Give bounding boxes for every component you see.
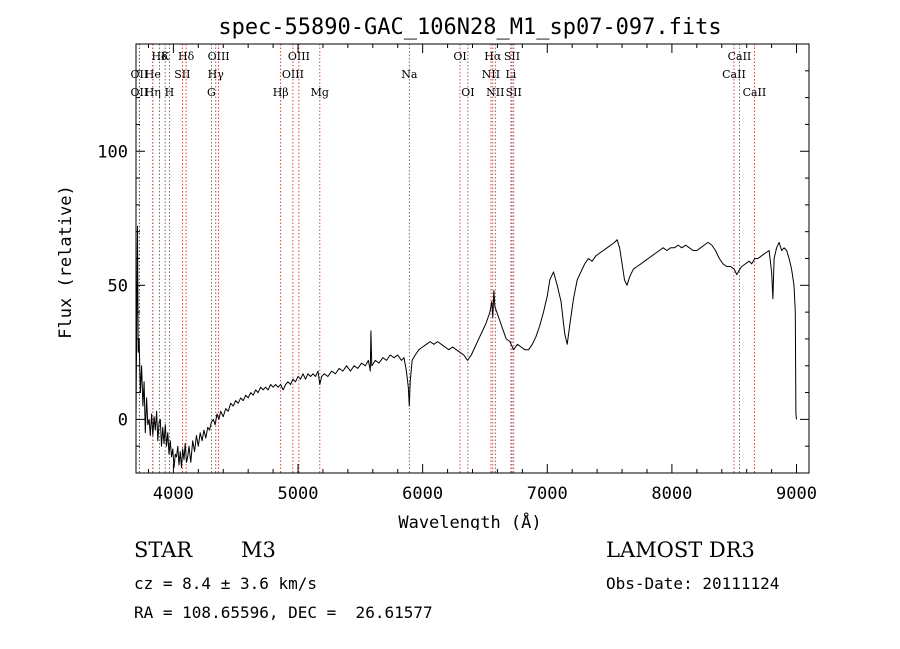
marker-label-3: He bbox=[145, 68, 161, 81]
marker-label-11: G bbox=[207, 86, 216, 99]
marker-label-15: Mg bbox=[311, 86, 329, 99]
marker-label-7: H bbox=[165, 86, 175, 99]
marker-label-4: Hη bbox=[145, 86, 161, 99]
marker-label-25: CaII bbox=[728, 50, 752, 63]
marker-label-27: CaII bbox=[743, 86, 767, 99]
marker-label-26: CaII bbox=[722, 68, 746, 81]
marker-label-23: Li bbox=[505, 68, 516, 81]
x-tick-label-8000: 8000 bbox=[651, 484, 692, 504]
object-subclass: M3 bbox=[241, 538, 276, 562]
x-tick-label-7000: 7000 bbox=[527, 484, 568, 504]
marker-label-24: SII bbox=[506, 86, 522, 99]
x-tick-label-4000: 4000 bbox=[153, 484, 194, 504]
marker-label-19: Hα bbox=[484, 50, 502, 63]
marker-label-8: Hδ bbox=[178, 50, 195, 63]
y-axis-label: Flux (relative) bbox=[56, 185, 76, 339]
marker-label-13: OIII bbox=[282, 68, 304, 81]
plot-frame bbox=[135, 43, 810, 474]
marker-label-1: OII bbox=[131, 68, 149, 81]
y-tick-label-50: 50 bbox=[108, 276, 128, 296]
marker-label-10: Hγ bbox=[208, 68, 225, 81]
object-class: STAR bbox=[134, 538, 193, 562]
survey-name: LAMOST DR3 bbox=[606, 538, 755, 562]
redshift-readout: cz = 8.4 ± 3.6 km/s bbox=[134, 574, 318, 593]
observation-date: Obs-Date: 20111124 bbox=[606, 574, 780, 593]
marker-label-18: OI bbox=[461, 86, 474, 99]
chart-title: spec-55890-GAC_106N28_M1_sp07-097.fits bbox=[218, 15, 721, 40]
marker-label-20: NII bbox=[482, 68, 500, 81]
marker-label-21: NII bbox=[486, 86, 504, 99]
marker-label-0: Hδ bbox=[151, 50, 168, 63]
marker-label-2: OII bbox=[131, 86, 149, 99]
marker-label-17: OI bbox=[453, 50, 466, 63]
marker-label-5: K bbox=[161, 50, 170, 63]
marker-label-6: SII bbox=[174, 68, 190, 81]
marker-label-12: OIII bbox=[288, 50, 310, 63]
series-flux bbox=[135, 225, 797, 469]
axes: 4000 5000 6000 7000 8000 9000 0 50 100 bbox=[97, 43, 817, 504]
x-tick-label-6000: 6000 bbox=[402, 484, 443, 504]
marker-label-9: OIII bbox=[208, 50, 230, 63]
marker-label-22: SII bbox=[504, 50, 520, 63]
x-axis-label: Wavelength (Å) bbox=[398, 511, 541, 530]
x-tick-label-5000: 5000 bbox=[278, 484, 319, 504]
coordinates-readout: RA = 108.65596, DEC = 26.61577 bbox=[134, 603, 433, 622]
marker-label-14: Hβ bbox=[273, 86, 289, 99]
marker-label-16: Na bbox=[401, 68, 418, 81]
spectrum-chart: spec-55890-GAC_106N28_M1_sp07-097.fits H… bbox=[56, 15, 817, 530]
y-tick-label-0: 0 bbox=[118, 410, 128, 430]
series-layer bbox=[135, 225, 797, 469]
y-tick-label-100: 100 bbox=[97, 142, 128, 162]
x-tick-label-9000: 9000 bbox=[776, 484, 817, 504]
